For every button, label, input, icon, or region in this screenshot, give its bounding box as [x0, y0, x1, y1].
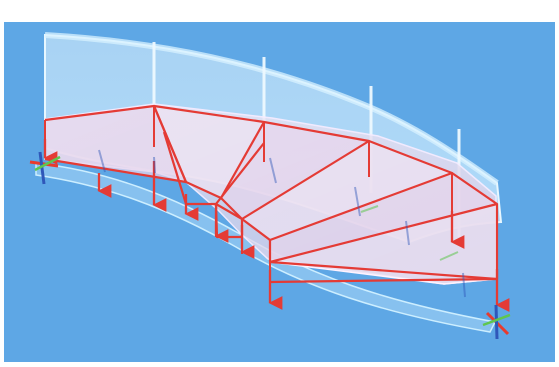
- red-load-line-6: [241, 139, 454, 242]
- downward-load-arrows: [43, 139, 510, 312]
- stair-scene-svg[interactable]: [4, 22, 555, 362]
- right-support-axis: [482, 304, 511, 340]
- coordinate-axis-diagonal-icon: [482, 313, 511, 327]
- partial-top-caption: [0, 0, 559, 22]
- coordinate-axis-vertical-icon: [494, 304, 499, 340]
- stair-steps-group: [44, 105, 499, 285]
- red-load-line-4: [220, 120, 371, 221]
- red-load-line-7: [268, 172, 499, 264]
- coordinate-axis-vertical-icon: [38, 151, 46, 185]
- coordinate-axis-diagonal-icon: [34, 155, 61, 172]
- glass-wall-top-edge: [44, 32, 499, 186]
- 3d-viewport[interactable]: [4, 22, 555, 362]
- faint-node-markers: [98, 149, 466, 298]
- red-load-outline-group: [44, 104, 499, 298]
- red-load-line-9: [269, 277, 498, 284]
- red-load-line-3: [162, 131, 265, 206]
- left-support-axis: [29, 151, 61, 185]
